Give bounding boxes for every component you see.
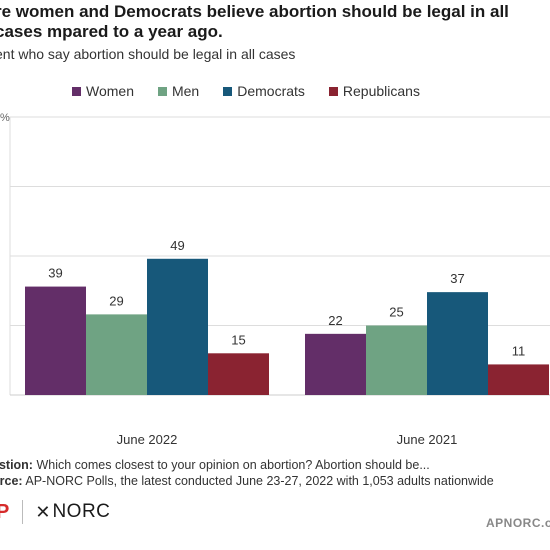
data-label-democrats-0: 49 xyxy=(170,238,184,253)
question-text: Which comes closest to your opinion on a… xyxy=(32,458,430,472)
norc-logo: NORC xyxy=(52,501,111,522)
bar-republicans-1 xyxy=(488,364,549,395)
data-labels: 39 29 49 15 22 25 37 11 xyxy=(48,238,525,359)
legend-label-women: Women xyxy=(86,83,134,99)
data-label-men-1: 25 xyxy=(389,305,403,320)
legend-item-women: Women xyxy=(72,83,134,99)
chart-title: re women and Democrats believe abortion … xyxy=(0,2,509,41)
bar-women-0 xyxy=(25,286,86,395)
source-text: AP-NORC Polls, the latest conducted June… xyxy=(22,474,494,488)
bar-democrats-1 xyxy=(427,292,488,395)
logos: P ✕ NORC xyxy=(0,500,110,524)
data-label-men-0: 29 xyxy=(109,293,123,308)
legend-swatch-republicans xyxy=(328,86,338,96)
bars xyxy=(25,258,549,395)
y-axis-tick-100: % xyxy=(0,112,10,124)
data-label-republicans-1: 11 xyxy=(512,343,526,358)
category-label-1: June 2021 xyxy=(397,432,458,447)
site-url: APNORC.o xyxy=(486,516,550,530)
category-labels: June 2022 June 2021 xyxy=(117,432,458,447)
legend-swatch-democrats xyxy=(223,86,233,96)
legend-item-men: Men xyxy=(157,83,200,99)
bar-men-0 xyxy=(86,314,147,395)
ap-logo: P xyxy=(0,500,9,523)
bar-republicans-0 xyxy=(208,353,269,395)
legend-item-democrats: Democrats xyxy=(223,83,305,99)
footnote-source: urce: AP-NORC Polls, the latest conducte… xyxy=(0,474,494,488)
legend-item-republicans: Republicans xyxy=(328,83,420,99)
data-label-republicans-0: 15 xyxy=(231,332,245,347)
bar-democrats-0 xyxy=(147,258,208,395)
chart-subtitle: cent who say abortion should be legal in… xyxy=(0,46,296,62)
question-label: estion: xyxy=(0,458,33,472)
legend: Women Men Democrats Republicans xyxy=(72,83,420,99)
footnote-question: estion: Which comes closest to your opin… xyxy=(0,458,430,472)
category-label-0: June 2022 xyxy=(117,432,178,447)
data-label-women-1: 22 xyxy=(328,313,342,328)
legend-label-men: Men xyxy=(171,83,200,99)
legend-swatch-women xyxy=(72,86,81,96)
data-label-democrats-1: 37 xyxy=(450,271,464,286)
data-label-women-0: 39 xyxy=(48,266,62,281)
legend-label-republicans: Republicans xyxy=(342,83,420,99)
norc-star-icon: ✕ xyxy=(35,501,51,522)
bar-women-1 xyxy=(305,333,366,395)
source-label: urce: xyxy=(0,474,23,488)
legend-swatch-men xyxy=(157,86,167,96)
logo-divider xyxy=(22,500,24,524)
legend-label-democrats: Democrats xyxy=(237,83,305,99)
bar-men-1 xyxy=(366,325,427,395)
bar-chart: 39 29 49 15 22 25 37 11 June 2022 June 2021 % xyxy=(0,112,550,447)
